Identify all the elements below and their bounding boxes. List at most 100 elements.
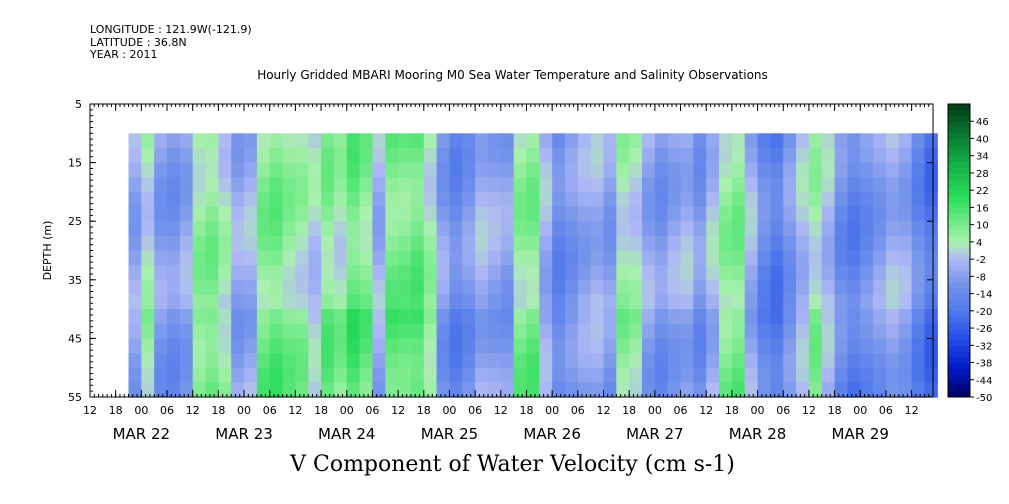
heatmap-cell	[359, 279, 374, 296]
x-day-label: MAR 29	[832, 425, 889, 443]
heatmap-cell	[487, 221, 502, 237]
heatmap-cell	[783, 250, 797, 266]
heatmap-cell	[475, 323, 489, 339]
heatmap-cell	[757, 323, 771, 339]
heatmap-cell	[282, 206, 296, 222]
heatmap-cell	[359, 367, 374, 383]
heatmap-cell	[693, 162, 707, 178]
heatmap-cell	[796, 338, 810, 354]
heatmap-cell	[680, 191, 694, 208]
heatmap-cell	[359, 323, 374, 339]
heatmap-cell	[423, 382, 438, 398]
colorbar-swatch	[948, 138, 970, 145]
heatmap-cell	[218, 367, 232, 383]
heatmap-cell	[924, 367, 938, 383]
heatmap-cell	[513, 162, 528, 178]
heatmap-cell	[590, 382, 605, 398]
heatmap-cell	[834, 353, 849, 369]
heatmap-cell	[141, 309, 155, 325]
heatmap-cell	[885, 177, 900, 193]
heatmap-cell	[410, 221, 425, 237]
heatmap-cell	[475, 235, 489, 252]
heatmap-cell	[834, 235, 849, 252]
heatmap-cell	[796, 221, 810, 237]
heatmap-cell	[128, 294, 142, 310]
heatmap-cell	[475, 250, 489, 266]
heatmap-cell	[603, 294, 617, 310]
x-tick-label: 12	[186, 404, 200, 417]
heatmap-cell	[295, 147, 309, 164]
heatmap-cell	[783, 265, 797, 281]
heatmap-cell	[821, 367, 836, 383]
heatmap-cell	[808, 235, 823, 252]
heatmap-cell	[333, 221, 348, 237]
heatmap-cell	[667, 221, 682, 237]
heatmap-cell	[642, 162, 656, 178]
heatmap-cell	[321, 382, 335, 398]
heatmap-cell	[603, 221, 617, 237]
heatmap-cell	[449, 323, 463, 339]
heatmap-cell	[500, 191, 515, 208]
x-tick-label: 12	[597, 404, 611, 417]
heatmap-cell	[744, 177, 759, 193]
heatmap-cell	[475, 367, 489, 383]
heatmap-cell	[642, 191, 656, 208]
y-tick-label: 25	[68, 215, 82, 228]
heatmap-cell	[141, 265, 155, 281]
heatmap-cell	[616, 367, 630, 383]
heatmap-cell	[256, 206, 271, 222]
y-tick-label: 35	[68, 274, 82, 287]
heatmap-cell	[757, 147, 771, 164]
heatmap-cell	[706, 177, 720, 193]
heatmap-cell	[770, 382, 784, 398]
heatmap-cell	[269, 235, 284, 252]
heatmap-cell	[410, 338, 425, 354]
heatmap-cell	[256, 221, 271, 237]
heatmap-cell	[680, 323, 694, 339]
colorbar-swatch	[948, 115, 970, 122]
heatmap-cell	[244, 235, 258, 252]
heatmap-cell	[475, 309, 489, 325]
heatmap-cell	[667, 265, 682, 281]
heatmap-cell	[308, 177, 322, 193]
heatmap-cell	[642, 367, 656, 383]
heatmap-cell	[539, 382, 553, 398]
heatmap-cell	[372, 279, 386, 296]
heatmap-cell	[500, 279, 515, 296]
x-tick-label: 00	[751, 404, 765, 417]
heatmap-cell	[192, 133, 207, 149]
heatmap-cell	[513, 191, 528, 208]
heatmap-cell	[629, 162, 643, 178]
heatmap-cell	[436, 206, 451, 222]
heatmap-cell	[642, 353, 656, 369]
heatmap-cell	[423, 162, 438, 178]
heatmap-cell	[372, 323, 386, 339]
heatmap-cell	[731, 367, 746, 383]
heatmap-cell	[449, 294, 463, 310]
heatmap-cell	[385, 221, 399, 237]
heatmap-cell	[757, 353, 771, 369]
heatmap-cell	[167, 206, 181, 222]
heatmap-cell	[462, 382, 476, 398]
heatmap-cell	[218, 191, 232, 208]
heatmap-cell	[834, 309, 849, 325]
heatmap-cell	[577, 250, 592, 266]
heatmap-cell	[590, 177, 605, 193]
heatmap-cell	[179, 382, 194, 398]
heatmap-cell	[475, 133, 489, 149]
heatmap-cell	[282, 294, 296, 310]
heatmap-cell	[346, 206, 361, 222]
heatmap-cell	[847, 221, 861, 237]
heatmap-cell	[128, 206, 142, 222]
heatmap-cell	[449, 309, 463, 325]
heatmap-cell	[205, 382, 219, 398]
heatmap-cell	[385, 279, 399, 296]
heatmap-cell	[873, 177, 887, 193]
heatmap-cell	[385, 162, 399, 178]
heatmap-cell	[885, 338, 900, 354]
heatmap-cell	[128, 250, 142, 266]
heatmap-cell	[526, 323, 540, 339]
heatmap-cell	[423, 177, 438, 193]
heatmap-cell	[192, 265, 207, 281]
